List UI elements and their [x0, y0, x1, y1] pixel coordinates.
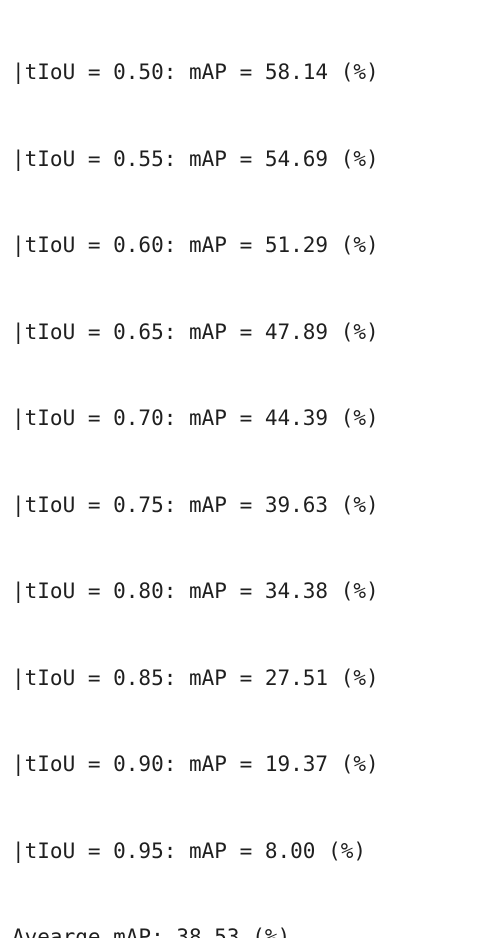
console-line-tiou-070: |tIoU = 0.70: mAP = 44.39 (%) — [12, 406, 379, 430]
console-line-tiou-055: |tIoU = 0.55: mAP = 54.69 (%) — [12, 146, 379, 171]
console-line-tiou-060: |tIoU = 0.60: mAP = 51.29 (%) — [12, 233, 379, 257]
console-line-tiou-075: |tIoU = 0.75: mAP = 39.63 (%) — [12, 492, 379, 517]
console-line-tiou-080: |tIoU = 0.80: mAP = 34.38 (%) — [12, 579, 379, 603]
console-line-tiou-085: |tIoU = 0.85: mAP = 27.51 (%) — [12, 665, 379, 690]
console-line-tiou-095: |tIoU = 0.95: mAP = 8.00 (%) — [12, 838, 367, 863]
console-line-tiou-090: |tIoU = 0.90: mAP = 19.37 (%) — [12, 752, 379, 776]
console-line-average-map: Avearge mAP: 38.53 (%) — [12, 925, 291, 938]
console-line-tiou-065: |tIoU = 0.65: mAP = 47.89 (%) — [12, 319, 379, 344]
console-line-tiou-050: |tIoU = 0.50: mAP = 58.14 (%) — [12, 60, 379, 84]
console-output: |tIoU = 0.50: mAP = 58.14 (%) |tIoU = 0.… — [12, 5, 477, 938]
